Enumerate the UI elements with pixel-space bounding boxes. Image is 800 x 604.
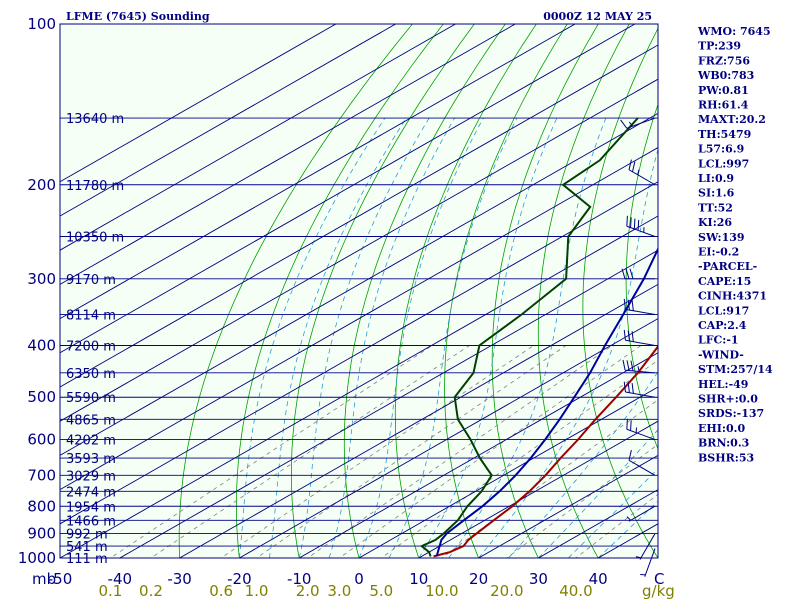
mixing-ratio-tick-label: 1.0 <box>245 582 269 600</box>
pressure-tick-label: 700 <box>27 466 56 484</box>
temperature-tick-label: 20 <box>469 570 488 588</box>
temperature-corner-label: C <box>654 570 664 588</box>
height-label: 3593 m <box>66 452 116 467</box>
mixing-ratio-tick-label: 5.0 <box>369 582 393 600</box>
height-label: 5590 m <box>66 391 116 406</box>
wind-barb-flag <box>627 216 628 226</box>
index-entry: LCL:997 <box>698 157 749 170</box>
wind-barb-flag <box>627 419 628 429</box>
index-entry: CINH:4371 <box>698 290 767 303</box>
height-label: 2474 m <box>66 485 116 500</box>
mixing-ratio-tick-label: 10.0 <box>425 582 458 600</box>
index-entry: WMO: 7645 <box>697 25 771 38</box>
index-entry: -PARCEL- <box>698 260 757 273</box>
mixing-ratio-tick-label: 0.1 <box>98 582 122 600</box>
index-entry: EHI:0.0 <box>698 422 745 435</box>
index-entry: LFC:-1 <box>698 334 739 347</box>
pressure-tick-label: 600 <box>27 431 56 449</box>
mixing-ratio-tick-label: 0.2 <box>139 582 163 600</box>
pressure-tick-label: 900 <box>27 525 56 543</box>
height-label: 4202 m <box>66 434 116 449</box>
height-label: 13640 m <box>66 112 124 127</box>
mixing-ratio-tick-label: 0.6 <box>209 582 233 600</box>
index-entry: BSHR:53 <box>698 451 754 464</box>
temperature-tick-label: 0 <box>354 570 364 588</box>
index-entry: CAPE:15 <box>698 275 751 288</box>
index-entry: SI:1.6 <box>698 187 735 200</box>
index-entry: -WIND- <box>698 348 744 361</box>
index-entry: HEL:-49 <box>698 378 748 391</box>
index-entry: TP:239 <box>698 40 741 53</box>
pressure-tick-label: 400 <box>27 337 56 355</box>
temperature-tick-label: -30 <box>167 570 192 588</box>
wind-barb-flag <box>631 217 632 227</box>
height-label: 1954 m <box>66 500 116 515</box>
pressure-tick-label: 800 <box>27 497 56 515</box>
mixing-ratio-tick-label: 3.0 <box>327 582 351 600</box>
index-entry: STM:257/14 <box>698 363 773 376</box>
height-label: 10350 m <box>66 230 124 245</box>
height-label: 4865 m <box>66 413 116 428</box>
index-entry: CAP:2.4 <box>698 319 747 332</box>
index-entry: LI:0.9 <box>698 172 734 185</box>
index-entry: PW:0.81 <box>698 84 749 97</box>
height-label: 6350 m <box>66 367 116 382</box>
height-label: 111 m <box>66 552 108 567</box>
mixing-ratio-tick-label: 40.0 <box>559 582 592 600</box>
height-label: 8114 m <box>66 309 116 324</box>
index-entry: FRZ:756 <box>698 54 750 67</box>
pressure-tick-label: 100 <box>27 15 56 33</box>
index-entry: KI:26 <box>698 216 732 229</box>
index-entry: EI:-0.2 <box>698 246 739 259</box>
index-entry: RH:61.4 <box>698 99 749 112</box>
index-entry: BRN:0.3 <box>698 437 749 450</box>
mixing-ratio-tick-label: 2.0 <box>296 582 320 600</box>
pressure-tick-label: 200 <box>27 176 56 194</box>
pressure-tick-label: 300 <box>27 270 56 288</box>
temperature-tick-label: 30 <box>529 570 548 588</box>
plot-background <box>60 24 658 558</box>
height-label: 3029 m <box>66 469 116 484</box>
height-label: 9170 m <box>66 273 116 288</box>
index-entry: MAXT:20.2 <box>698 113 766 126</box>
pressure-unit-label: mb <box>32 570 56 588</box>
index-entry: TT:52 <box>698 201 733 214</box>
wind-barb-flag <box>631 420 632 430</box>
index-entry: WB0:783 <box>697 69 754 82</box>
dry-adiabat-line <box>787 24 800 569</box>
mixing-ratio-tick-label: 20.0 <box>490 582 523 600</box>
index-entry: L57:6.9 <box>698 143 744 156</box>
index-entry: TH:5479 <box>698 128 751 141</box>
index-entry: SRDS:-137 <box>698 407 764 420</box>
pressure-tick-label: 500 <box>27 388 56 406</box>
index-entry: LCL:917 <box>698 304 749 317</box>
height-label: 11780 m <box>66 179 124 194</box>
index-entry: SHR+:0.0 <box>698 393 758 406</box>
chart-time: 0000Z 12 MAY 25 <box>543 10 652 23</box>
pressure-tick-label: 1000 <box>18 549 56 567</box>
index-entry: SW:139 <box>698 231 745 244</box>
wind-barb-flag <box>638 220 639 230</box>
chart-title: LFME (7645) Sounding <box>66 10 210 23</box>
wind-barb-flag <box>634 219 635 229</box>
height-label: 7200 m <box>66 340 116 355</box>
